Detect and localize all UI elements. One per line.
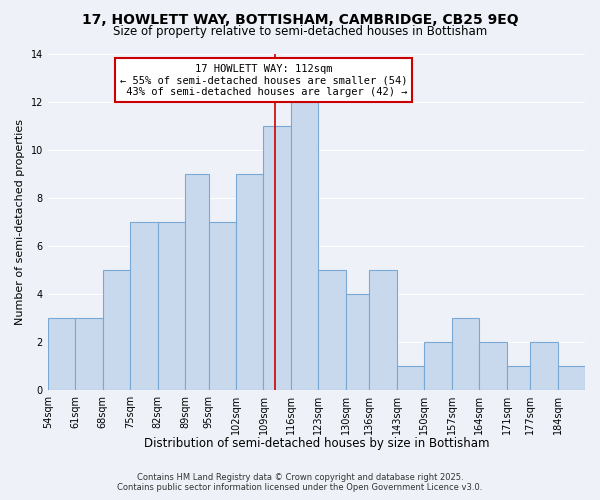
Bar [479, 342, 506, 390]
Bar [346, 294, 370, 390]
Bar [130, 222, 158, 390]
Bar [103, 270, 130, 390]
Bar [397, 366, 424, 390]
Bar [557, 366, 585, 390]
Bar [236, 174, 263, 390]
Text: Size of property relative to semi-detached houses in Bottisham: Size of property relative to semi-detach… [113, 25, 487, 38]
Text: 17 HOWLETT WAY: 112sqm
← 55% of semi-detached houses are smaller (54)
 43% of se: 17 HOWLETT WAY: 112sqm ← 55% of semi-det… [120, 64, 407, 97]
Bar [158, 222, 185, 390]
Bar [452, 318, 479, 390]
Bar [209, 222, 236, 390]
Bar [48, 318, 75, 390]
Bar [424, 342, 452, 390]
Bar [506, 366, 530, 390]
Bar [530, 342, 557, 390]
Y-axis label: Number of semi-detached properties: Number of semi-detached properties [15, 119, 25, 325]
Bar [291, 102, 319, 390]
Text: Contains HM Land Registry data © Crown copyright and database right 2025.
Contai: Contains HM Land Registry data © Crown c… [118, 473, 482, 492]
Bar [319, 270, 346, 390]
Bar [263, 126, 291, 390]
Bar [185, 174, 209, 390]
Text: 17, HOWLETT WAY, BOTTISHAM, CAMBRIDGE, CB25 9EQ: 17, HOWLETT WAY, BOTTISHAM, CAMBRIDGE, C… [82, 12, 518, 26]
Bar [75, 318, 103, 390]
Bar [370, 270, 397, 390]
X-axis label: Distribution of semi-detached houses by size in Bottisham: Distribution of semi-detached houses by … [143, 437, 489, 450]
